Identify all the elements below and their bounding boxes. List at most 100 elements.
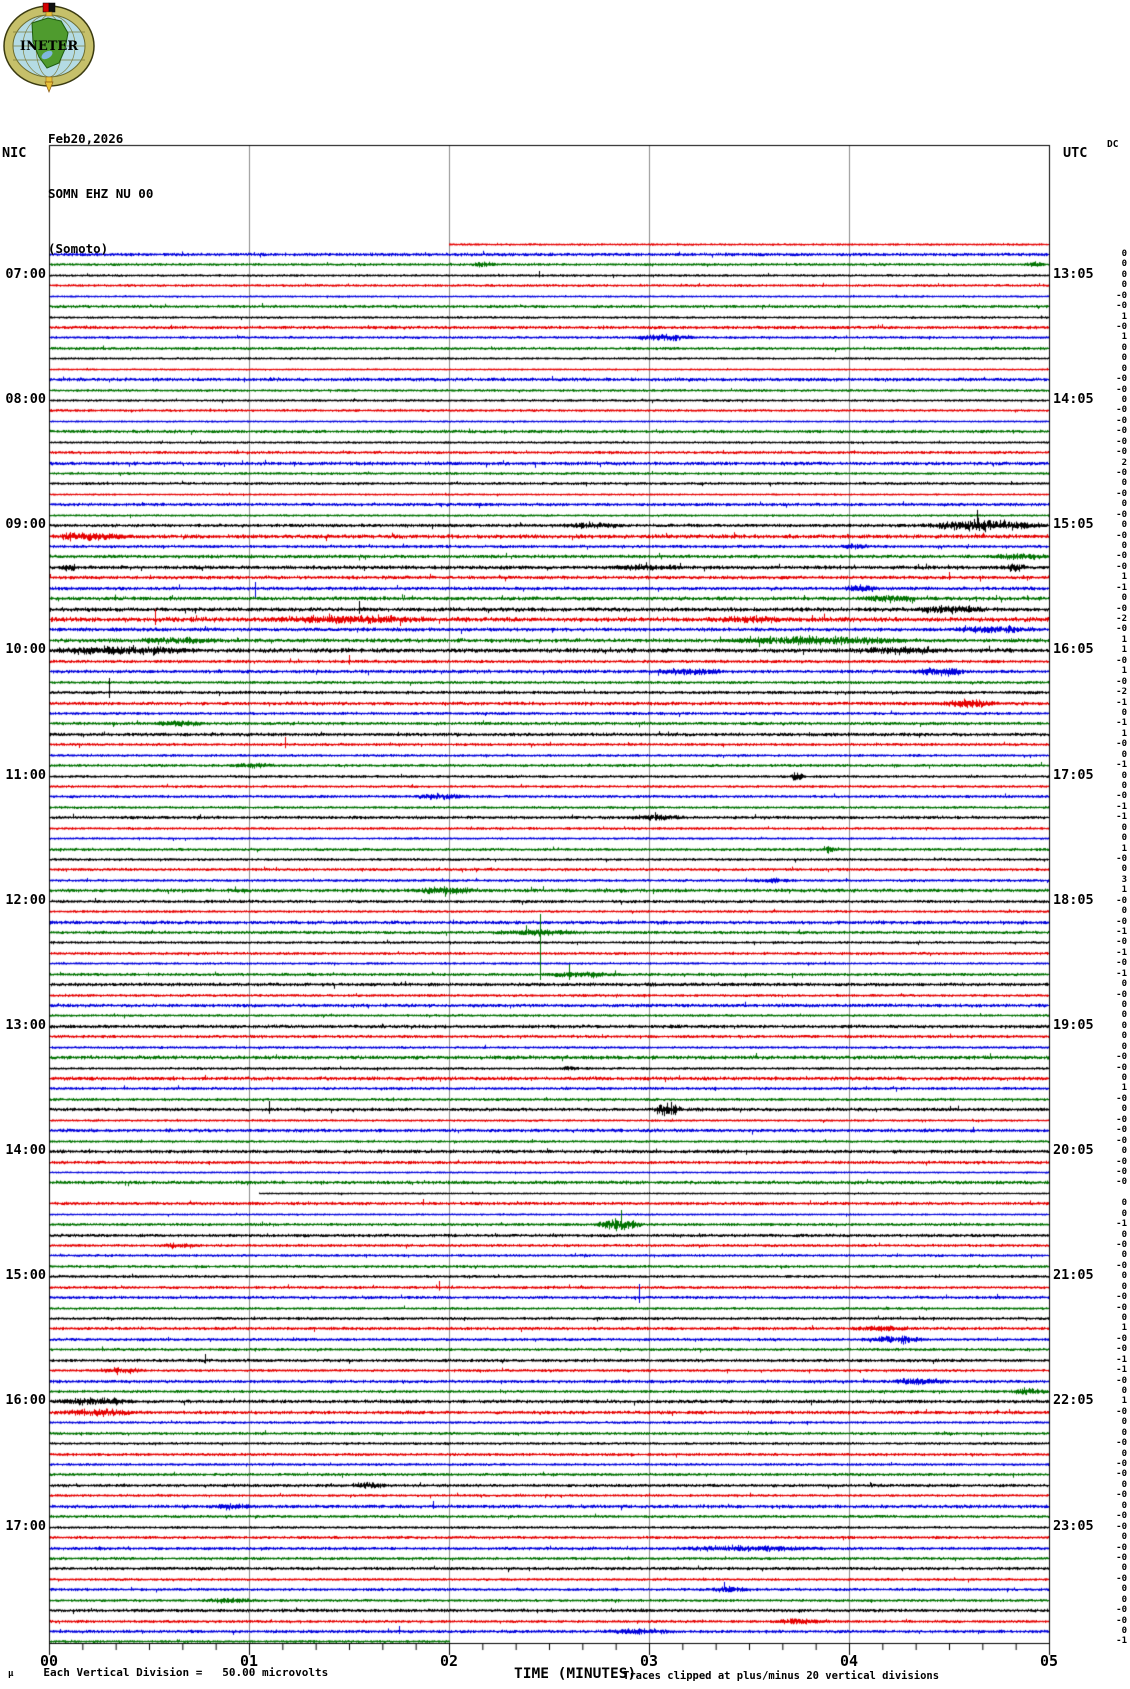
dc-value: 0 xyxy=(1121,353,1127,363)
x-tick-label: 03 xyxy=(639,1652,659,1670)
dc-value: 0 xyxy=(1121,1271,1127,1281)
dc-value: 0 xyxy=(1121,771,1127,781)
dc-value: 1 xyxy=(1121,1323,1127,1333)
dc-value: -0 xyxy=(1116,990,1127,1000)
dc-value: -1 xyxy=(1116,1219,1127,1229)
x-tick-label: 00 xyxy=(39,1652,59,1670)
dc-value: -1 xyxy=(1116,1355,1127,1365)
left-hour-label: 17:00 xyxy=(5,1518,46,1534)
dc-value: -0 xyxy=(1116,1438,1127,1448)
dc-value: 2 xyxy=(1121,458,1127,468)
dc-value: -1 xyxy=(1116,802,1127,812)
dc-value: -0 xyxy=(1116,385,1127,395)
dc-value: 0 xyxy=(1121,1480,1127,1490)
right-timezone-label: UTC xyxy=(1063,145,1088,161)
dc-value: 0 xyxy=(1121,593,1127,603)
left-hour-label: 09:00 xyxy=(5,516,46,532)
right-hour-label: 20:05 xyxy=(1053,1142,1094,1158)
dc-value: -0 xyxy=(1116,447,1127,457)
dc-value: 0 xyxy=(1121,1501,1127,1511)
right-hour-label: 13:05 xyxy=(1053,266,1094,282)
dc-value: -0 xyxy=(1116,1167,1127,1177)
dc-value: 1 xyxy=(1121,666,1127,676)
dc-value: 0 xyxy=(1121,270,1127,280)
dc-value: -1 xyxy=(1116,1636,1127,1646)
dc-value: -0 xyxy=(1116,917,1127,927)
dc-value: -1 xyxy=(1116,698,1127,708)
dc-value: 1 xyxy=(1121,645,1127,655)
dc-value: -1 xyxy=(1116,969,1127,979)
dc-value: -1 xyxy=(1116,760,1127,770)
dc-value: -0 xyxy=(1116,1511,1127,1521)
dc-value: -0 xyxy=(1116,562,1127,572)
dc-value: -0 xyxy=(1116,489,1127,499)
dc-value: -0 xyxy=(1116,510,1127,520)
dc-value: -0 xyxy=(1116,405,1127,415)
dc-value: -0 xyxy=(1116,1490,1127,1500)
dc-value: -0 xyxy=(1116,437,1127,447)
left-hour-label: 13:00 xyxy=(5,1017,46,1033)
dc-value: 0 xyxy=(1121,833,1127,843)
clip-note: Traces clipped at plus/minus 20 vertical… xyxy=(623,1670,940,1682)
dc-value: -1 xyxy=(1116,927,1127,937)
dc-value: -0 xyxy=(1116,604,1127,614)
right-hour-label: 22:05 xyxy=(1053,1392,1094,1408)
dc-value: -0 xyxy=(1116,1063,1127,1073)
dc-value: -0 xyxy=(1116,1616,1127,1626)
dc-value: 1 xyxy=(1121,1396,1127,1406)
left-hour-label: 14:00 xyxy=(5,1142,46,1158)
logo-text: INETER xyxy=(20,39,78,54)
dc-value: 0 xyxy=(1121,343,1127,353)
dc-value: 0 xyxy=(1121,1000,1127,1010)
lake-nicaragua xyxy=(41,50,53,60)
dc-column-header: DC xyxy=(1107,139,1119,150)
header-block: Feb20,2026 SOMN EHZ NU 00 (Somoto) xyxy=(48,92,153,295)
left-hour-label: 16:00 xyxy=(5,1392,46,1408)
dc-value: 1 xyxy=(1121,844,1127,854)
header-station: SOMN EHZ NU 00 xyxy=(48,186,154,201)
dc-value: 0 xyxy=(1121,1428,1127,1438)
right-hour-label: 14:05 xyxy=(1053,391,1094,407)
dc-value: -0 xyxy=(1116,374,1127,384)
dc-value: 0 xyxy=(1121,1073,1127,1083)
right-hour-label: 21:05 xyxy=(1053,1267,1094,1283)
dc-value: -0 xyxy=(1116,1407,1127,1417)
dc-value: 0 xyxy=(1121,478,1127,488)
scale-note-line: μ Each Vertical Division = 50.00 microvol… xyxy=(8,1666,328,1679)
dc-value: -0 xyxy=(1116,739,1127,749)
dc-value: -0 xyxy=(1116,291,1127,301)
dc-value: -0 xyxy=(1116,1177,1127,1187)
dc-value: 0 xyxy=(1121,906,1127,916)
dc-value: -0 xyxy=(1116,1553,1127,1563)
dc-value: 0 xyxy=(1121,1021,1127,1031)
dc-value: -0 xyxy=(1116,551,1127,561)
dc-value: -0 xyxy=(1116,1376,1127,1386)
dc-value: 0 xyxy=(1121,1282,1127,1292)
dc-value: -0 xyxy=(1116,531,1127,541)
dc-value: -0 xyxy=(1116,1292,1127,1302)
header-location: (Somoto) xyxy=(48,241,109,256)
dc-value: -2 xyxy=(1116,687,1127,697)
dc-value: 0 xyxy=(1121,1230,1127,1240)
dc-value: 0 xyxy=(1121,1146,1127,1156)
dc-value: -0 xyxy=(1116,301,1127,311)
dc-value: 0 xyxy=(1121,280,1127,290)
dc-value: 0 xyxy=(1121,1595,1127,1605)
dc-value: -0 xyxy=(1116,854,1127,864)
right-hour-label: 15:05 xyxy=(1053,516,1094,532)
dc-value: -0 xyxy=(1116,1334,1127,1344)
dc-value: 0 xyxy=(1121,1626,1127,1636)
dc-value: 0 xyxy=(1121,249,1127,259)
dc-value: 0 xyxy=(1121,708,1127,718)
dc-value: -0 xyxy=(1116,624,1127,634)
dc-value: -1 xyxy=(1116,948,1127,958)
logo-top-flag xyxy=(42,2,56,17)
left-hour-label: 07:00 xyxy=(5,266,46,282)
unit-symbol: μ xyxy=(8,1669,14,1679)
dc-value: 0 xyxy=(1121,781,1127,791)
dc-value: 0 xyxy=(1121,1042,1127,1052)
dc-value: -0 xyxy=(1116,1469,1127,1479)
dc-value: 0 xyxy=(1121,1313,1127,1323)
dc-value: 0 xyxy=(1121,259,1127,269)
